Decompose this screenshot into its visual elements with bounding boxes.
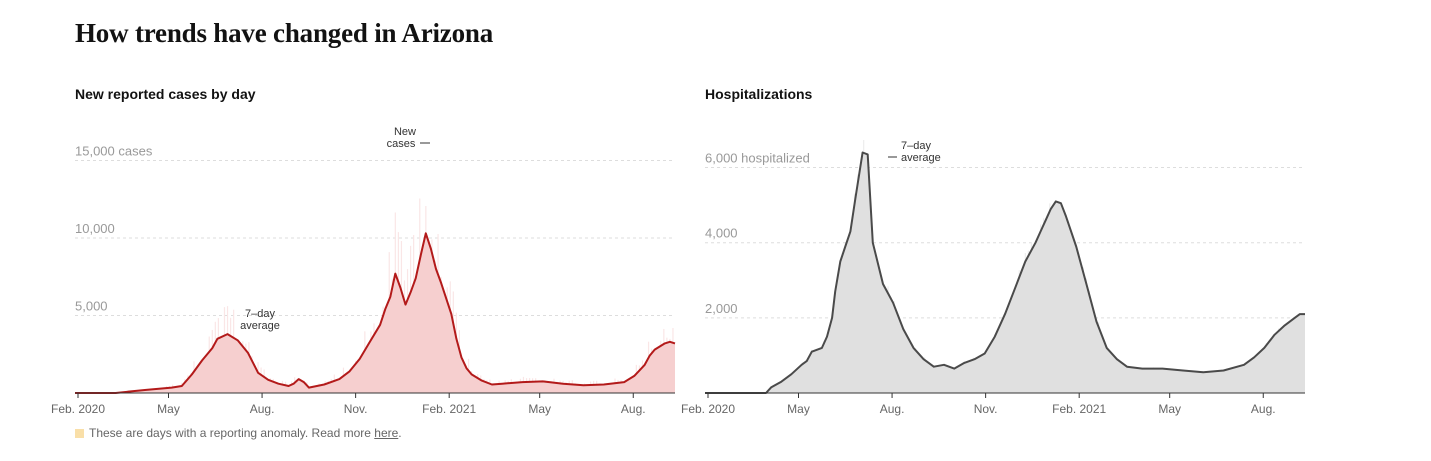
cases-avg-label-1: 7–day — [245, 308, 275, 320]
hosp-xtick-label: Feb. 2020 — [681, 402, 735, 416]
hosp-xtick-label: Nov. — [974, 402, 998, 416]
hosp-xtick-label: Aug. — [1251, 402, 1276, 416]
cases-xtick-label: Aug. — [621, 402, 646, 416]
cases-chart: 15,000 cases 10,000 5,000 Feb. 2020 May Aug.… — [51, 126, 676, 416]
cases-xtick-label: Feb. 2020 — [51, 402, 105, 416]
cases-annotations: New cases 7–day average — [240, 126, 430, 332]
cases-xtick-label: Nov. — [344, 402, 368, 416]
cases-area — [75, 233, 675, 393]
hosp-avg-label-1: 7–day — [901, 140, 931, 152]
hosp-ytick-label: 4,000 — [705, 226, 738, 241]
hospitalizations-chart-title: Hospitalizations — [705, 86, 813, 102]
hosp-annotations: 7–day average — [888, 140, 941, 164]
footnote-end: . — [398, 426, 402, 440]
read-more-link[interactable]: here — [374, 426, 399, 440]
anomaly-footnote: These are days with a reporting anomaly.… — [75, 426, 402, 440]
footnote-text: These are days with a reporting anomaly.… — [89, 426, 375, 440]
cases-xtick-label: May — [157, 402, 180, 416]
hosp-ytick-label: 6,000 hospitalized — [705, 151, 810, 166]
hospitalizations-chart: 6,000 hospitalized 4,000 2,000 Feb. 2020 Ma… — [681, 140, 1305, 416]
cases-y-ticks: 15,000 cases 10,000 5,000 — [75, 144, 153, 314]
cases-gridlines — [75, 160, 675, 316]
page-title: How trends have changed in Arizona — [75, 18, 493, 48]
cases-new-label-2: cases — [387, 138, 416, 150]
cases-xtick-label: Aug. — [250, 402, 275, 416]
hosp-7day-line — [705, 151, 1305, 394]
cases-avg-label-2: average — [240, 320, 280, 332]
hosp-y-ticks: 6,000 hospitalized 4,000 2,000 — [705, 151, 810, 316]
cases-chart-title: New reported cases by day — [75, 86, 256, 102]
cases-ytick-label: 15,000 cases — [75, 144, 153, 159]
hosp-xtick-label: Feb. 2021 — [1052, 402, 1106, 416]
hosp-xtick-label: Aug. — [880, 402, 905, 416]
anomaly-swatch-icon — [75, 429, 84, 438]
cases-xtick-label: May — [528, 402, 551, 416]
cases-xtick-label: Feb. 2021 — [422, 402, 476, 416]
cases-new-label-1: New — [394, 126, 416, 138]
hosp-x-ticks: Feb. 2020 May Aug. Nov. Feb. 2021 May Aug. — [681, 393, 1276, 416]
cases-x-ticks: Feb. 2020 May Aug. Nov. Feb. 2021 May Aug. — [51, 393, 646, 416]
hosp-avg-label-2: average — [901, 152, 941, 164]
hosp-xtick-label: May — [1158, 402, 1181, 416]
hosp-area — [705, 152, 1305, 393]
hosp-gridlines — [705, 167, 1305, 319]
cases-ytick-label: 5,000 — [75, 299, 108, 314]
hosp-ytick-label: 2,000 — [705, 301, 738, 316]
cases-ytick-label: 10,000 — [75, 221, 115, 236]
hosp-xtick-label: May — [787, 402, 810, 416]
cases-7day-line — [75, 232, 676, 394]
